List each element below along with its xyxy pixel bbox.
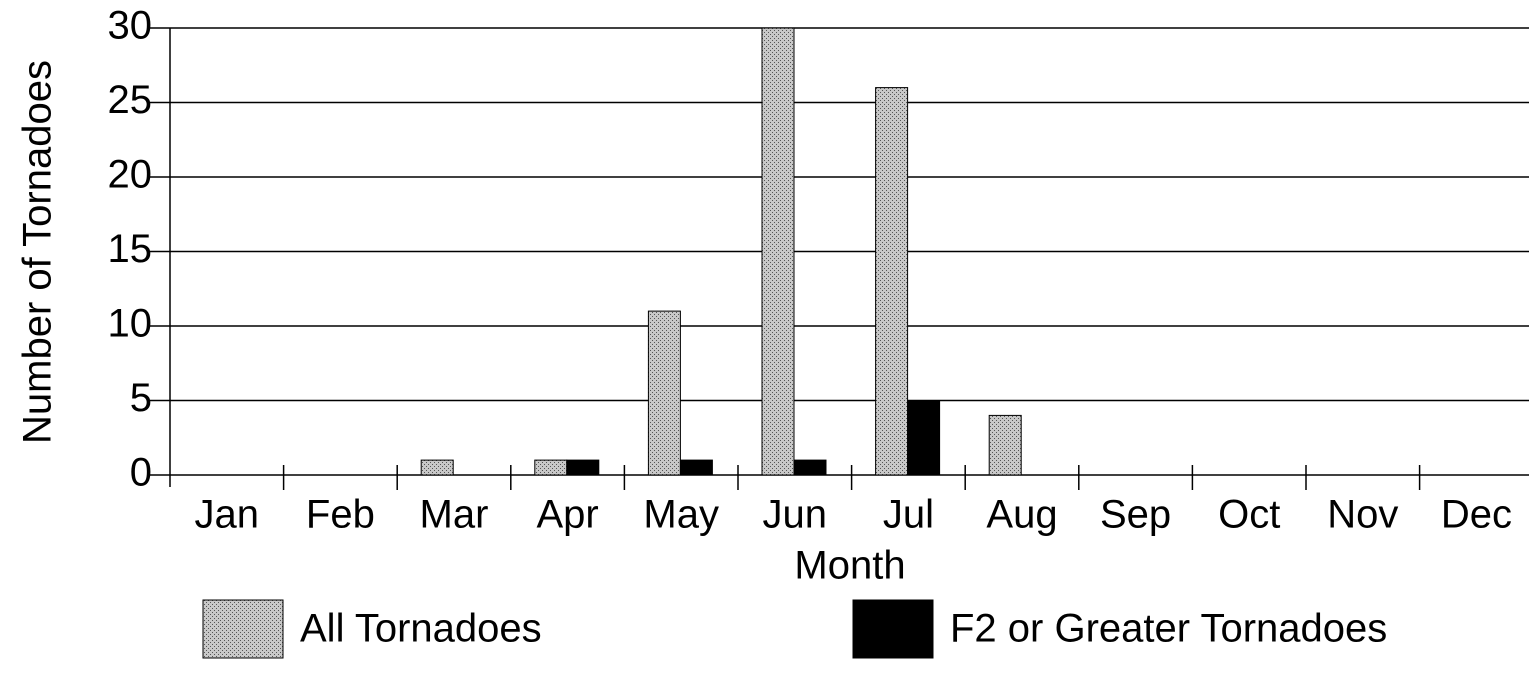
bar: [907, 400, 941, 476]
x-tick-label: Sep: [1100, 493, 1171, 537]
legend-label: F2 or Greater Tornadoes: [950, 607, 1387, 651]
bar: [875, 87, 909, 476]
bar: [988, 414, 1022, 476]
legend-swatch: [852, 599, 934, 659]
bar: [534, 459, 568, 476]
y-tick-label: 25: [108, 78, 153, 122]
y-tick-label: 10: [108, 302, 153, 346]
bar: [761, 27, 795, 476]
x-tick-label: Feb: [306, 493, 375, 537]
bar: [647, 310, 681, 476]
x-tick-label: May: [643, 493, 719, 537]
x-tick-label: Jun: [763, 493, 828, 537]
x-tick-label: Aug: [986, 493, 1057, 537]
legend-label: All Tornadoes: [300, 607, 542, 651]
y-tick-label: 15: [108, 227, 153, 271]
bar: [420, 459, 454, 476]
bar: [566, 459, 600, 476]
bar: [793, 459, 827, 476]
y-axis-title: Number of Tornadoes: [16, 60, 60, 444]
x-tick-label: Jul: [883, 493, 934, 537]
x-tick-label: Mar: [420, 493, 489, 537]
x-tick-label: Oct: [1218, 493, 1280, 537]
y-tick-label: 5: [130, 376, 152, 420]
y-tick-label: 20: [108, 153, 153, 197]
y-tick-label: 30: [108, 4, 153, 48]
y-tick-label: 0: [130, 451, 152, 495]
x-axis-title: Month: [794, 544, 905, 588]
x-tick-label: Nov: [1327, 493, 1398, 537]
legend-swatch: [202, 599, 284, 659]
x-tick-label: Jan: [195, 493, 260, 537]
x-tick-label: Dec: [1441, 493, 1512, 537]
bar: [679, 459, 713, 476]
x-tick-label: Apr: [536, 493, 598, 537]
